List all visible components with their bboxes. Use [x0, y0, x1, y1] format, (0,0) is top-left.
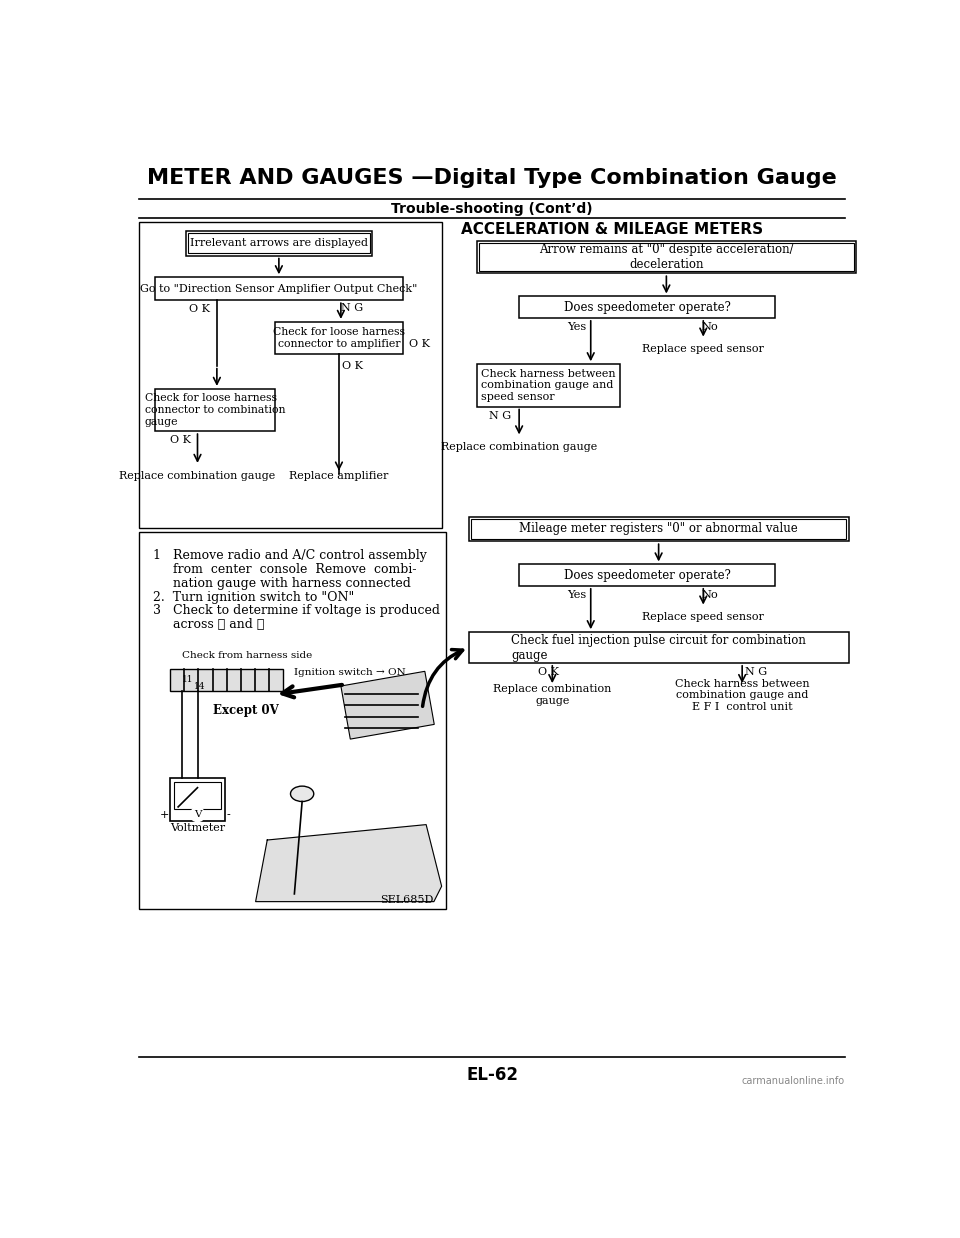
- Text: 14: 14: [194, 682, 205, 691]
- Text: ACCELERATION & MILEAGE METERS: ACCELERATION & MILEAGE METERS: [461, 222, 763, 236]
- Text: Except 0V: Except 0V: [213, 704, 278, 717]
- Text: +: +: [159, 810, 169, 820]
- Text: 11: 11: [181, 676, 193, 685]
- Text: N G: N G: [745, 667, 767, 677]
- Text: Yes: Yes: [567, 322, 587, 332]
- Bar: [139, 222, 442, 529]
- Text: O K: O K: [538, 667, 559, 677]
- Text: carmanualonline.info: carmanualonline.info: [741, 1076, 845, 1087]
- Text: No: No: [701, 591, 718, 600]
- Text: Check fuel injection pulse circuit for combination
gauge: Check fuel injection pulse circuit for c…: [511, 634, 806, 661]
- Bar: [155, 277, 403, 301]
- Text: Irrelevant arrows are displayed: Irrelevant arrows are displayed: [190, 238, 368, 249]
- Text: O K: O K: [409, 339, 430, 349]
- Text: Voltmeter: Voltmeter: [170, 823, 225, 833]
- Bar: [175, 782, 221, 810]
- Bar: [186, 232, 372, 255]
- Text: No: No: [701, 322, 718, 332]
- Text: EL-62: EL-62: [466, 1066, 518, 1084]
- Bar: [275, 322, 403, 354]
- Text: METER AND GAUGES —Digital Type Combination Gauge: METER AND GAUGES —Digital Type Combinati…: [147, 168, 837, 188]
- Bar: [341, 671, 434, 739]
- Polygon shape: [255, 825, 442, 901]
- Bar: [519, 565, 775, 586]
- Text: 1   Remove radio and A/C control assembly: 1 Remove radio and A/C control assembly: [154, 548, 427, 562]
- Text: Check for loose harness
connector to combination
gauge: Check for loose harness connector to com…: [145, 394, 285, 427]
- Text: Does speedometer operate?: Does speedometer operate?: [564, 301, 731, 313]
- Bar: [468, 633, 849, 662]
- Text: Go to "Direction Sensor Amplifier Output Check": Go to "Direction Sensor Amplifier Output…: [140, 284, 418, 293]
- Text: Check from harness side: Check from harness side: [182, 651, 312, 660]
- Bar: [471, 519, 846, 539]
- Text: 2.  Turn ignition switch to "ON": 2. Turn ignition switch to "ON": [154, 591, 354, 604]
- Text: nation gauge with harness connected: nation gauge with harness connected: [154, 577, 411, 589]
- Text: Mileage meter registers "0" or abnormal value: Mileage meter registers "0" or abnormal …: [519, 522, 798, 536]
- Bar: [479, 244, 854, 271]
- Bar: [139, 532, 445, 910]
- Text: Replace amplifier: Replace amplifier: [289, 470, 389, 480]
- Text: Check for loose harness
connector to amplifier: Check for loose harness connector to amp…: [273, 327, 405, 349]
- Bar: [170, 669, 283, 691]
- Ellipse shape: [291, 786, 314, 801]
- Bar: [170, 779, 225, 821]
- Text: -: -: [227, 810, 230, 820]
- Text: Does speedometer operate?: Does speedometer operate?: [564, 568, 731, 582]
- Text: across ① and ⑤: across ① and ⑤: [154, 618, 265, 631]
- Text: N G: N G: [342, 303, 364, 313]
- Text: Replace speed sensor: Replace speed sensor: [642, 612, 764, 621]
- Text: O K: O K: [343, 360, 364, 370]
- Bar: [468, 516, 849, 541]
- Text: Check harness between
combination gauge and
E F I  control unit: Check harness between combination gauge …: [675, 678, 809, 712]
- Circle shape: [190, 807, 204, 822]
- Text: V: V: [194, 810, 202, 820]
- Text: Ignition switch → ON: Ignition switch → ON: [295, 669, 406, 677]
- Bar: [155, 389, 275, 431]
- Text: Replace combination gauge: Replace combination gauge: [441, 442, 597, 452]
- Text: from  center  console  Remove  combi-: from center console Remove combi-: [154, 563, 417, 576]
- Text: Trouble-shooting (Cont’d): Trouble-shooting (Cont’d): [391, 202, 593, 215]
- Text: O K: O K: [189, 305, 210, 314]
- Text: Replace combination
gauge: Replace combination gauge: [493, 685, 612, 706]
- Text: Replace speed sensor: Replace speed sensor: [642, 344, 764, 354]
- Text: Arrow remains at "0" despite acceleration/
deceleration: Arrow remains at "0" despite acceleratio…: [540, 243, 794, 271]
- Bar: [476, 364, 620, 406]
- Text: Check harness between
combination gauge and
speed sensor: Check harness between combination gauge …: [481, 369, 615, 402]
- Text: N G: N G: [489, 411, 511, 421]
- Bar: [519, 296, 775, 318]
- Text: O K: O K: [170, 436, 191, 446]
- Text: 3   Check to determine if voltage is produced: 3 Check to determine if voltage is produ…: [154, 604, 441, 618]
- Text: Replace combination gauge: Replace combination gauge: [119, 470, 276, 480]
- Text: Yes: Yes: [567, 591, 587, 600]
- Text: SEL685D: SEL685D: [380, 895, 434, 905]
- Bar: [476, 241, 856, 274]
- Bar: [188, 233, 370, 254]
